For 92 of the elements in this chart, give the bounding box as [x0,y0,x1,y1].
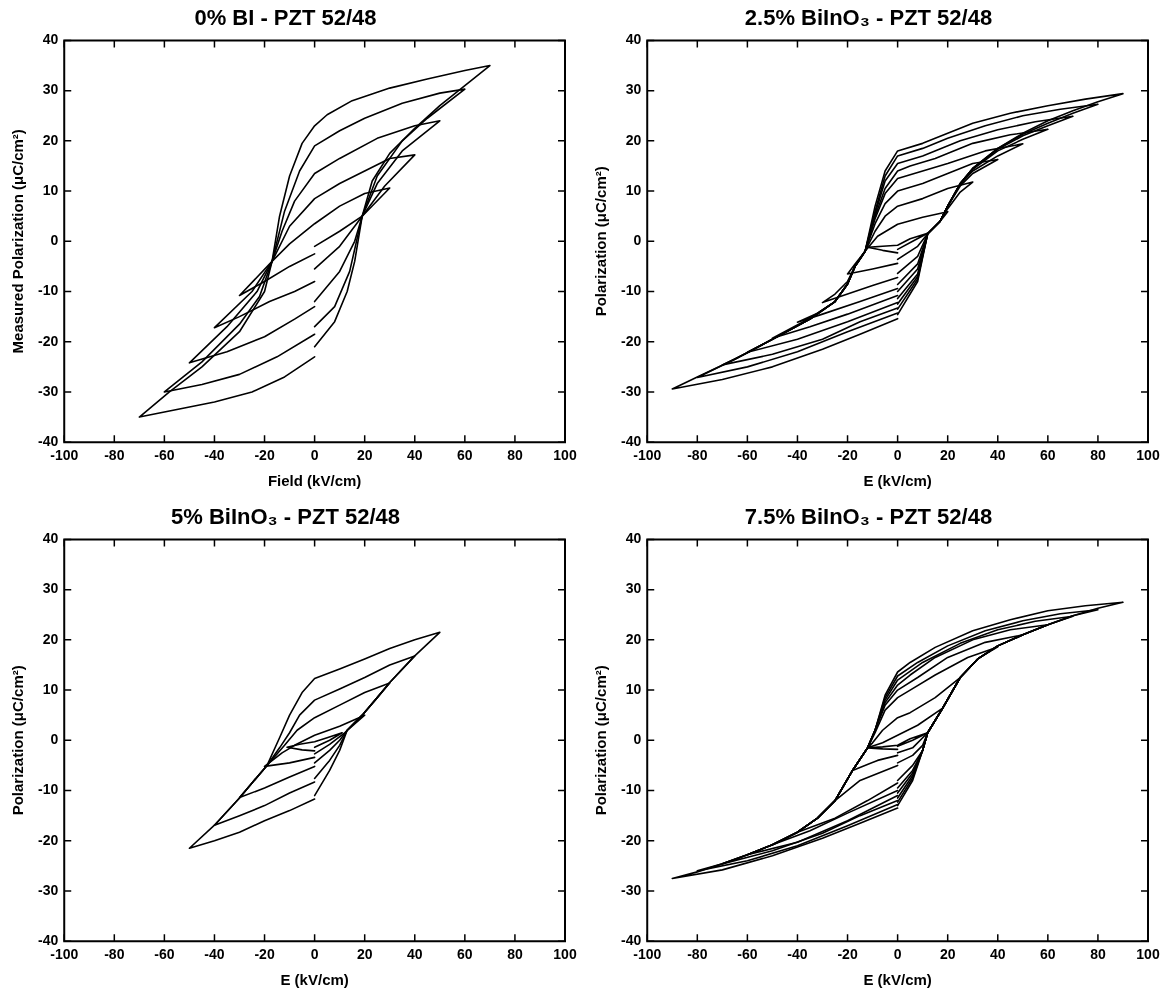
y-tick-label: 0 [50,232,59,249]
y-tick-label: 20 [625,630,642,647]
x-tick-label: -40 [787,447,808,464]
x-tick-label: -20 [837,946,858,963]
y-tick-label: -40 [621,932,642,949]
x-tick-label: -80 [104,946,125,963]
y-tick-label: -30 [621,382,642,399]
y-axis-title: Polarization (μC/cm²) [592,665,610,816]
x-tick-label: -20 [837,447,858,464]
y-tick-label: 10 [625,181,642,198]
x-tick-label: -60 [154,447,175,464]
y-tick-label: 40 [625,31,642,48]
y-tick-label: -10 [621,282,642,299]
x-tick-label: 60 [457,946,473,963]
y-tick-label: 40 [42,530,59,547]
x-tick-label: 80 [507,447,523,464]
y-tick-label: 40 [42,31,59,48]
chart-title: 2.5% BiInO₃ - PZT 52/48 [744,5,993,31]
y-tick-label: 30 [625,81,642,98]
x-tick-label: 100 [553,946,577,963]
chart-title: 7.5% BiInO₃ - PZT 52/48 [744,504,993,530]
y-tick-label: 20 [625,131,642,148]
x-tick-label: 40 [406,946,423,963]
x-tick-label: 0 [310,946,319,963]
x-tick-label: -100 [50,946,79,963]
x-tick-label: 20 [356,946,373,963]
y-tick-label: -10 [38,282,59,299]
y-tick-label: -20 [621,332,642,349]
x-tick-label: -80 [687,447,708,464]
x-tick-label: 80 [1090,447,1106,464]
x-tick-label: 40 [406,447,423,464]
y-tick-label: 20 [42,131,59,148]
x-tick-label: 60 [457,447,473,464]
y-tick-label: 0 [633,232,642,249]
x-tick-label: 0 [310,447,319,464]
x-tick-label: -20 [254,946,275,963]
chart-title: 5% BiInO₃ - PZT 52/48 [170,504,401,530]
y-axis-title: Polarization (μC/cm²) [592,166,610,317]
x-tick-label: -100 [633,946,662,963]
x-tick-label: 80 [507,946,523,963]
x-tick-label: 80 [1090,946,1106,963]
x-tick-label: 60 [1040,447,1056,464]
y-tick-label: -20 [621,831,642,848]
y-tick-label: -20 [38,332,59,349]
x-tick-label: -60 [737,946,758,963]
x-tick-label: 40 [989,946,1006,963]
x-tick-label: 60 [1040,946,1056,963]
y-tick-label: 20 [42,630,59,647]
y-tick-label: 30 [625,580,642,597]
y-axis-title: Polarization (μC/cm²) [9,665,27,816]
x-tick-label: -40 [787,946,808,963]
y-tick-label: -30 [621,881,642,898]
y-tick-label: -30 [38,881,59,898]
x-tick-label: 0 [893,447,902,464]
x-tick-label: 40 [989,447,1006,464]
y-tick-label: 30 [42,81,59,98]
x-axis-title: E (kV/cm) [863,971,932,989]
x-tick-label: -60 [154,946,175,963]
x-tick-label: -20 [254,447,275,464]
chart-title: 0% BI - PZT 52/48 [194,5,377,31]
y-tick-label: 10 [42,181,59,198]
y-tick-label: 0 [633,731,642,748]
x-tick-label: -100 [50,447,79,464]
x-tick-label: 100 [553,447,577,464]
x-tick-label: -40 [204,946,225,963]
y-tick-label: 0 [50,731,59,748]
x-tick-label: -40 [204,447,225,464]
x-tick-label: 100 [1136,447,1160,464]
x-tick-label: -100 [633,447,662,464]
y-axis-title: Measured Polarization (μC/cm²) [9,129,27,354]
x-tick-label: 0 [893,946,902,963]
y-tick-label: -40 [621,433,642,450]
x-tick-label: -60 [737,447,758,464]
y-tick-label: -40 [38,932,59,949]
y-tick-label: -30 [38,382,59,399]
y-tick-label: 30 [42,580,59,597]
x-tick-label: 20 [939,946,956,963]
x-axis-title: E (kV/cm) [863,472,932,490]
y-tick-label: -10 [621,781,642,798]
y-tick-label: 10 [42,680,59,697]
x-tick-label: 100 [1136,946,1160,963]
y-tick-label: -40 [38,433,59,450]
y-tick-label: 40 [625,530,642,547]
x-tick-label: -80 [104,447,125,464]
x-axis-title: Field (kV/cm) [267,472,362,490]
x-tick-label: 20 [939,447,956,464]
y-tick-label: 10 [625,680,642,697]
x-tick-label: 20 [356,447,373,464]
x-tick-label: -80 [687,946,708,963]
y-tick-label: -20 [38,831,59,848]
x-axis-title: E (kV/cm) [280,971,349,989]
y-tick-label: -10 [38,781,59,798]
